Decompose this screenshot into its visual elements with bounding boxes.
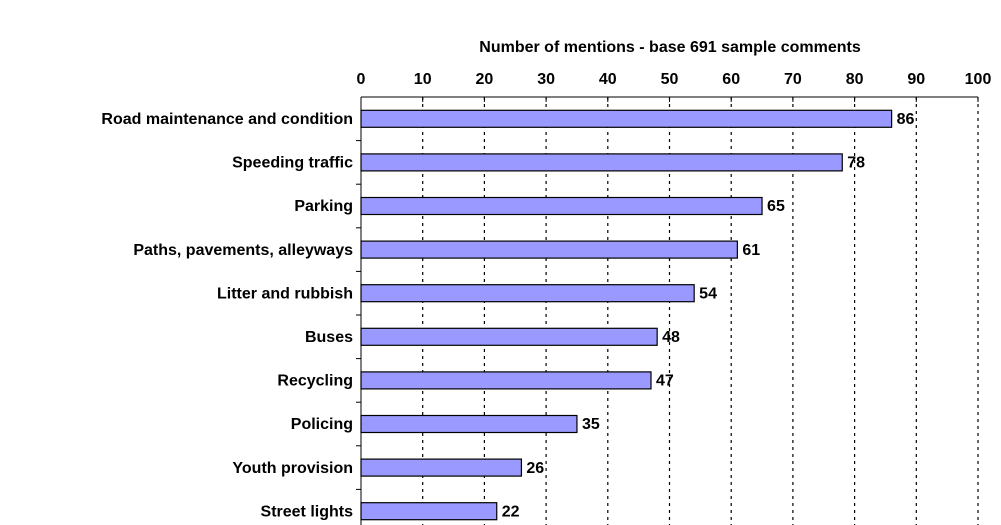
y-tick-label: Policing [291, 416, 353, 433]
x-tick-label: 50 [661, 71, 679, 88]
y-tick-label: Buses [305, 329, 353, 346]
value-label: 54 [699, 285, 717, 302]
bar [360, 371, 652, 390]
x-tick-label: 70 [784, 71, 802, 88]
bar [360, 327, 658, 346]
y-tick-label: Road maintenance and condition [101, 111, 353, 128]
x-tick-label: 10 [414, 71, 432, 88]
bar [360, 153, 843, 172]
bar [360, 502, 498, 521]
y-tick-label: Youth provision [232, 460, 353, 477]
x-tick-label: 20 [476, 71, 494, 88]
value-label: 26 [526, 460, 544, 477]
value-label: 47 [656, 373, 674, 390]
value-label: 78 [847, 155, 865, 172]
bar [360, 109, 893, 128]
value-label: 22 [502, 503, 520, 520]
value-label: 61 [742, 242, 760, 259]
x-tick-label: 100 [965, 71, 992, 88]
bar [360, 284, 695, 303]
x-tick-label: 90 [907, 71, 925, 88]
value-label: 65 [767, 198, 785, 215]
x-tick-label: 60 [722, 71, 740, 88]
bar [360, 196, 763, 216]
y-tick-label: Parking [294, 198, 353, 215]
value-label: 48 [662, 329, 680, 346]
y-tick-label: Speeding traffic [232, 155, 353, 172]
y-tick-label: Paths, pavements, alleyways [133, 242, 353, 259]
value-label: 35 [582, 416, 600, 433]
y-tick-label: Recycling [277, 373, 353, 390]
y-tick-label: Litter and rubbish [217, 285, 353, 302]
value-label: 86 [897, 111, 915, 128]
x-tick-label: 80 [846, 71, 864, 88]
bar [360, 458, 523, 477]
x-tick-label: 40 [599, 71, 617, 88]
x-tick-label: 30 [537, 71, 555, 88]
y-tick-label: Street lights [261, 503, 354, 520]
x-tick-label: 0 [357, 71, 366, 88]
bar [360, 414, 578, 434]
chart-title: Number of mentions - base 691 sample com… [479, 39, 861, 56]
bar [360, 240, 738, 259]
